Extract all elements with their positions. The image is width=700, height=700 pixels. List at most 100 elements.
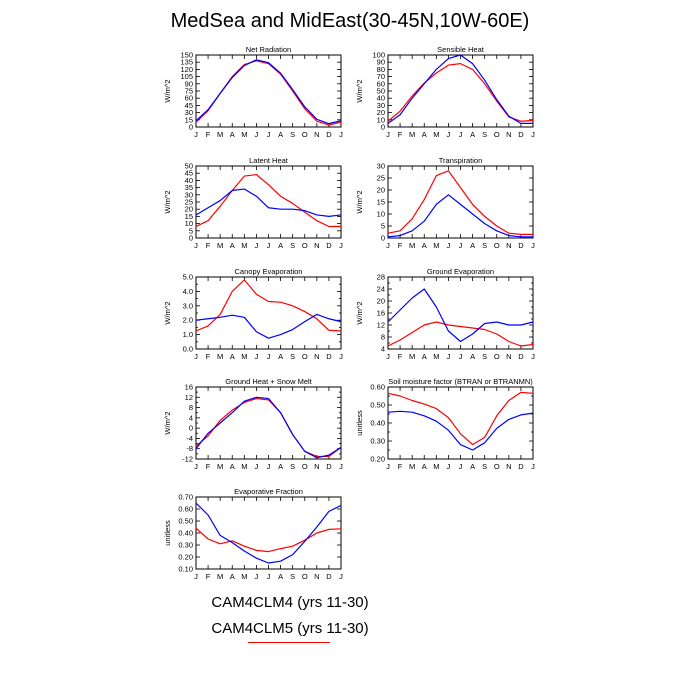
panel-title: Evaporative Fraction <box>234 487 303 496</box>
y-tick-label: 30 <box>377 162 385 171</box>
x-tick-label: J <box>447 352 451 361</box>
y-tick-label: 60 <box>185 94 193 103</box>
y-tick-label: 8 <box>381 333 385 342</box>
x-tick-label: A <box>230 130 235 139</box>
series-line <box>195 174 341 228</box>
x-tick-label: A <box>470 241 475 250</box>
x-tick-label: J <box>339 352 343 361</box>
series-line <box>387 391 534 446</box>
x-tick-label: J <box>267 462 271 471</box>
y-axis-label: unitless <box>355 410 364 436</box>
series-line <box>195 397 342 458</box>
panel-title: Sensible Heat <box>437 45 485 54</box>
x-tick-label: D <box>518 241 524 250</box>
y-tick-label: 0 <box>189 123 193 132</box>
plot-frame <box>195 54 342 128</box>
y-tick-label: 25 <box>185 198 193 207</box>
y-tick-label: 0 <box>189 424 193 433</box>
x-tick-label: A <box>422 130 427 139</box>
legend-line-clm5 <box>248 642 330 643</box>
y-tick-label: -12 <box>182 455 193 464</box>
x-tick-label: J <box>339 572 343 581</box>
series-line <box>387 288 534 343</box>
x-tick-label: F <box>398 462 403 471</box>
y-tick-label: -4 <box>186 434 193 443</box>
plot-frame <box>195 496 342 570</box>
x-tick-label: A <box>230 462 235 471</box>
y-tick-label: 5 <box>189 226 193 235</box>
x-tick-label: N <box>314 352 319 361</box>
x-tick-label: M <box>217 572 223 581</box>
y-tick-label: 4 <box>189 413 193 422</box>
y-tick-label: 150 <box>180 51 193 60</box>
x-tick-label: D <box>326 130 332 139</box>
y-tick-label: 28 <box>377 273 385 282</box>
y-tick-label: 0.70 <box>178 493 193 502</box>
x-tick-label: N <box>314 462 319 471</box>
x-tick-label: J <box>386 352 390 361</box>
x-tick-label: S <box>482 130 487 139</box>
y-tick-label: 1.0 <box>183 330 193 339</box>
y-tick-label: 8 <box>189 403 193 412</box>
y-axis-label: W/m^2 <box>163 190 172 213</box>
x-tick-label: J <box>194 241 198 250</box>
x-tick-label: M <box>433 352 439 361</box>
x-tick-label: M <box>241 241 247 250</box>
x-tick-label: A <box>470 130 475 139</box>
series-line <box>195 279 342 332</box>
y-axis-label: unitless <box>163 520 172 546</box>
x-tick-label: N <box>314 130 319 139</box>
x-tick-label: A <box>278 462 283 471</box>
x-tick-label: J <box>447 241 451 250</box>
x-tick-label: O <box>302 572 308 581</box>
y-tick-label: 0 <box>381 234 385 243</box>
panel-title: Latent Heat <box>249 156 289 165</box>
x-tick-label: S <box>290 241 295 250</box>
y-tick-label: 120 <box>180 65 193 74</box>
y-tick-label: 0.20 <box>178 553 193 562</box>
x-tick-label: M <box>217 241 223 250</box>
y-tick-label: 0.20 <box>370 455 385 464</box>
plot-frame <box>387 276 534 350</box>
x-tick-label: J <box>531 241 535 250</box>
x-tick-label: M <box>241 572 247 581</box>
x-tick-label: J <box>459 130 463 139</box>
x-tick-label: S <box>482 241 487 250</box>
x-tick-label: A <box>278 130 283 139</box>
x-tick-label: N <box>506 241 511 250</box>
x-tick-label: A <box>422 462 427 471</box>
plot-frame <box>387 165 534 239</box>
y-tick-label: 100 <box>372 51 385 60</box>
y-tick-label: 10 <box>377 210 385 219</box>
y-axis-label: W/m^2 <box>163 301 172 324</box>
panel-title: Soil moisture factor (BTRAN or BTRANMN) <box>388 377 533 386</box>
y-tick-label: 0.30 <box>370 437 385 446</box>
x-tick-label: J <box>339 130 343 139</box>
y-axis-label: W/m^2 <box>163 411 172 434</box>
series-line <box>195 188 342 217</box>
x-tick-label: D <box>518 462 524 471</box>
x-tick-label: J <box>459 352 463 361</box>
y-tick-label: 5 <box>381 222 385 231</box>
y-axis-label: W/m^2 <box>355 79 364 102</box>
y-tick-label: 5.0 <box>183 273 193 282</box>
y-tick-label: 16 <box>185 383 193 392</box>
plot-frame <box>387 54 534 128</box>
x-tick-label: F <box>206 130 211 139</box>
y-tick-label: 2.0 <box>183 316 193 325</box>
y-tick-label: 30 <box>377 101 385 110</box>
y-tick-label: 24 <box>377 285 385 294</box>
x-tick-label: S <box>290 572 295 581</box>
y-tick-label: 0.50 <box>370 401 385 410</box>
y-tick-label: 40 <box>185 176 193 185</box>
x-tick-label: J <box>194 352 198 361</box>
x-tick-label: A <box>278 352 283 361</box>
x-tick-label: O <box>302 462 308 471</box>
x-tick-label: J <box>255 352 259 361</box>
x-tick-label: J <box>531 130 535 139</box>
